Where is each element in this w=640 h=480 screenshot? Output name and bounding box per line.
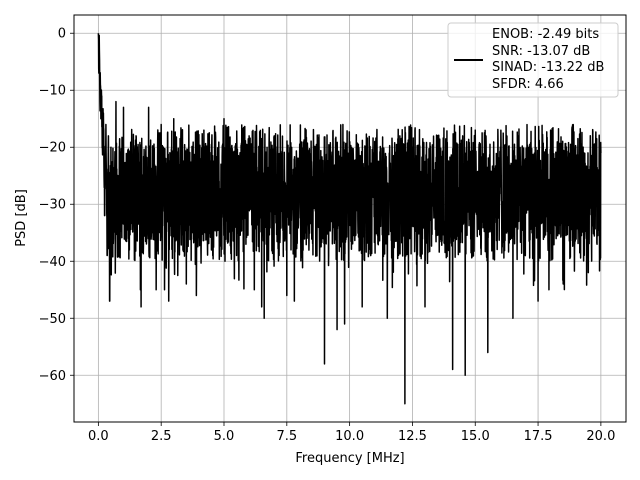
x-tick-label: 0.0	[88, 429, 109, 444]
x-tick-label: 7.5	[276, 429, 297, 444]
y-axis-ticks: 0 −10 −20 −30 −40 −50 −60	[39, 27, 74, 384]
plot-area	[97, 33, 602, 405]
y-axis-label: PSD [dB]	[14, 189, 29, 247]
legend-entry-sinad: SINAD: -13.22 dB	[492, 60, 604, 75]
x-axis-ticks: 0.0 2.5 5.0 7.5 10.0 12.5 15.0 17.5 20.0	[88, 422, 615, 444]
x-tick-label: 5.0	[214, 429, 235, 444]
x-tick-label: 15.0	[461, 429, 490, 444]
y-tick-label: −30	[39, 198, 66, 213]
y-tick-label: 0	[58, 27, 66, 42]
x-tick-label: 17.5	[524, 429, 553, 444]
y-tick-label: −20	[39, 141, 66, 156]
legend-entry-sfdr: SFDR: 4.66	[492, 77, 564, 92]
legend: ENOB: -2.49 bits SNR: -13.07 dB SINAD: -…	[447, 22, 619, 98]
y-tick-label: −60	[39, 369, 66, 384]
x-axis-label: Frequency [MHz]	[295, 451, 404, 466]
x-tick-label: 20.0	[586, 429, 615, 444]
y-tick-label: −50	[39, 312, 66, 327]
x-tick-label: 12.5	[398, 429, 427, 444]
legend-entry-snr: SNR: -13.07 dB	[492, 44, 590, 59]
legend-entry-enob: ENOB: -2.49 bits	[492, 27, 599, 42]
y-tick-label: −40	[39, 255, 66, 270]
x-tick-label: 2.5	[151, 429, 172, 444]
y-tick-label: −10	[39, 84, 66, 99]
legend-box	[447, 22, 619, 98]
x-tick-label: 10.0	[335, 429, 364, 444]
psd-series-line	[97, 33, 602, 405]
